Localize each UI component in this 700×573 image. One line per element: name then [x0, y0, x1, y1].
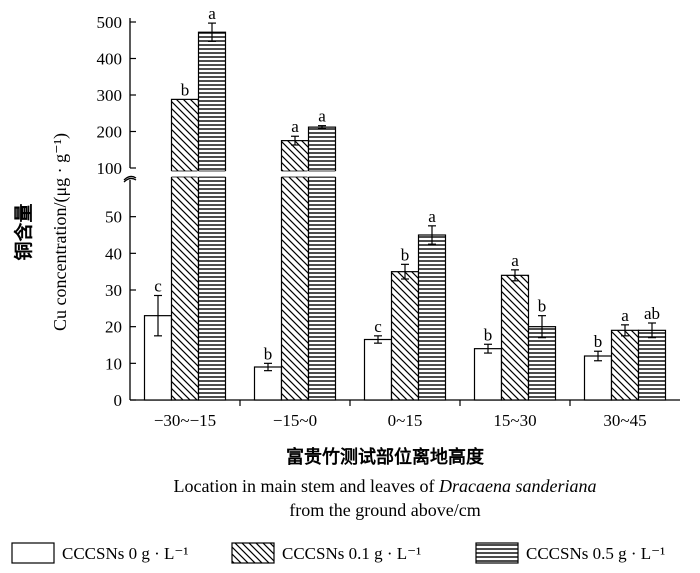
x-tick-label: 30~45 [603, 411, 646, 430]
significance-letter: a [511, 251, 519, 270]
legend-swatch [11, 542, 55, 564]
bar [610, 329, 640, 401]
y-tick-label: 500 [97, 13, 123, 32]
x-tick-label: 15~30 [493, 411, 536, 430]
y-tick-label: 40 [105, 244, 122, 263]
legend-label: CCCSNs 0.5 g · L⁻¹ [526, 544, 665, 563]
y-tick-label: 200 [97, 123, 123, 142]
legend-swatch [231, 542, 275, 564]
significance-letter: a [208, 4, 216, 23]
bar [390, 271, 420, 401]
bar [583, 355, 613, 401]
significance-letter: b [484, 325, 493, 344]
significance-letter: a [318, 107, 326, 126]
y-tick-label: 50 [105, 208, 122, 227]
axis-break-mark [123, 177, 137, 183]
legend-label: CCCSNs 0 g · L⁻¹ [62, 544, 188, 563]
y-tick-label: 20 [105, 318, 122, 337]
plot-area: 01020304050100200300400500−30~−15cba−15~… [97, 4, 680, 430]
bar [143, 315, 173, 401]
legend-swatch [475, 542, 519, 564]
y-tick-label: 400 [97, 50, 123, 69]
legend-label: CCCSNs 0.1 g · L⁻¹ [282, 544, 421, 563]
y-axis-title-en: Cu concentration/(μg · g⁻¹) [50, 133, 71, 331]
significance-letter: a [621, 306, 629, 325]
bar [363, 338, 393, 401]
y-tick-label: 100 [97, 159, 123, 178]
axis-break-mark [123, 175, 137, 181]
x-axis-title-en-species: Dracaena sanderiana [438, 476, 596, 496]
legend: CCCSNs 0 g · L⁻¹ CCCSNs 0.1 g · L⁻¹ CCCSNs… [11, 542, 665, 564]
bar [500, 274, 530, 401]
bar-break-gap [197, 171, 227, 177]
x-tick-label: −30~−15 [154, 411, 216, 430]
x-axis-title-en-prefix: Location in main stem and leaves of [174, 476, 439, 496]
significance-letter: ab [644, 304, 660, 323]
bar [253, 366, 283, 401]
significance-letter: a [428, 207, 436, 226]
x-tick-label: 0~15 [388, 411, 423, 430]
x-axis-title-en-line2: from the ground above/cm [289, 500, 480, 520]
bar [307, 126, 337, 401]
bar [417, 234, 447, 401]
significance-letter: b [401, 245, 410, 264]
significance-letter: a [291, 117, 299, 136]
y-tick-label: 0 [114, 391, 123, 410]
bar [197, 31, 227, 401]
bar-break-gap [170, 171, 200, 177]
y-tick-label: 300 [97, 86, 123, 105]
bar [280, 140, 310, 401]
y-tick-label: 10 [105, 354, 122, 373]
x-axis-title-en-line1: Location in main stem and leaves of Drac… [174, 476, 597, 496]
bar-break-gap [307, 171, 337, 177]
significance-letter: b [264, 344, 273, 363]
bar [637, 329, 667, 401]
significance-letter: b [181, 80, 190, 99]
x-axis-title-cn: 富贵竹测试部位离地高度 [286, 446, 485, 468]
bar-break-gap [280, 171, 310, 177]
y-tick-label: 30 [105, 281, 122, 300]
significance-letter: b [594, 332, 603, 351]
bar [473, 348, 503, 401]
x-tick-label: −15~0 [273, 411, 317, 430]
significance-letter: b [538, 297, 547, 316]
bar [527, 326, 557, 401]
significance-letter: c [154, 277, 162, 296]
bar [170, 98, 200, 401]
y-axis-title-cn: 铜含量 [12, 203, 35, 260]
significance-letter: c [374, 317, 382, 336]
